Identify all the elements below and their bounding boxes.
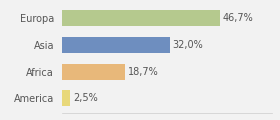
Bar xyxy=(62,63,125,80)
Text: 32,0%: 32,0% xyxy=(173,40,204,50)
Text: 46,7%: 46,7% xyxy=(223,13,253,23)
Bar xyxy=(62,37,170,53)
Bar xyxy=(62,90,70,106)
Text: 18,7%: 18,7% xyxy=(128,66,158,77)
Text: 2,5%: 2,5% xyxy=(73,93,97,103)
Bar xyxy=(62,10,220,26)
